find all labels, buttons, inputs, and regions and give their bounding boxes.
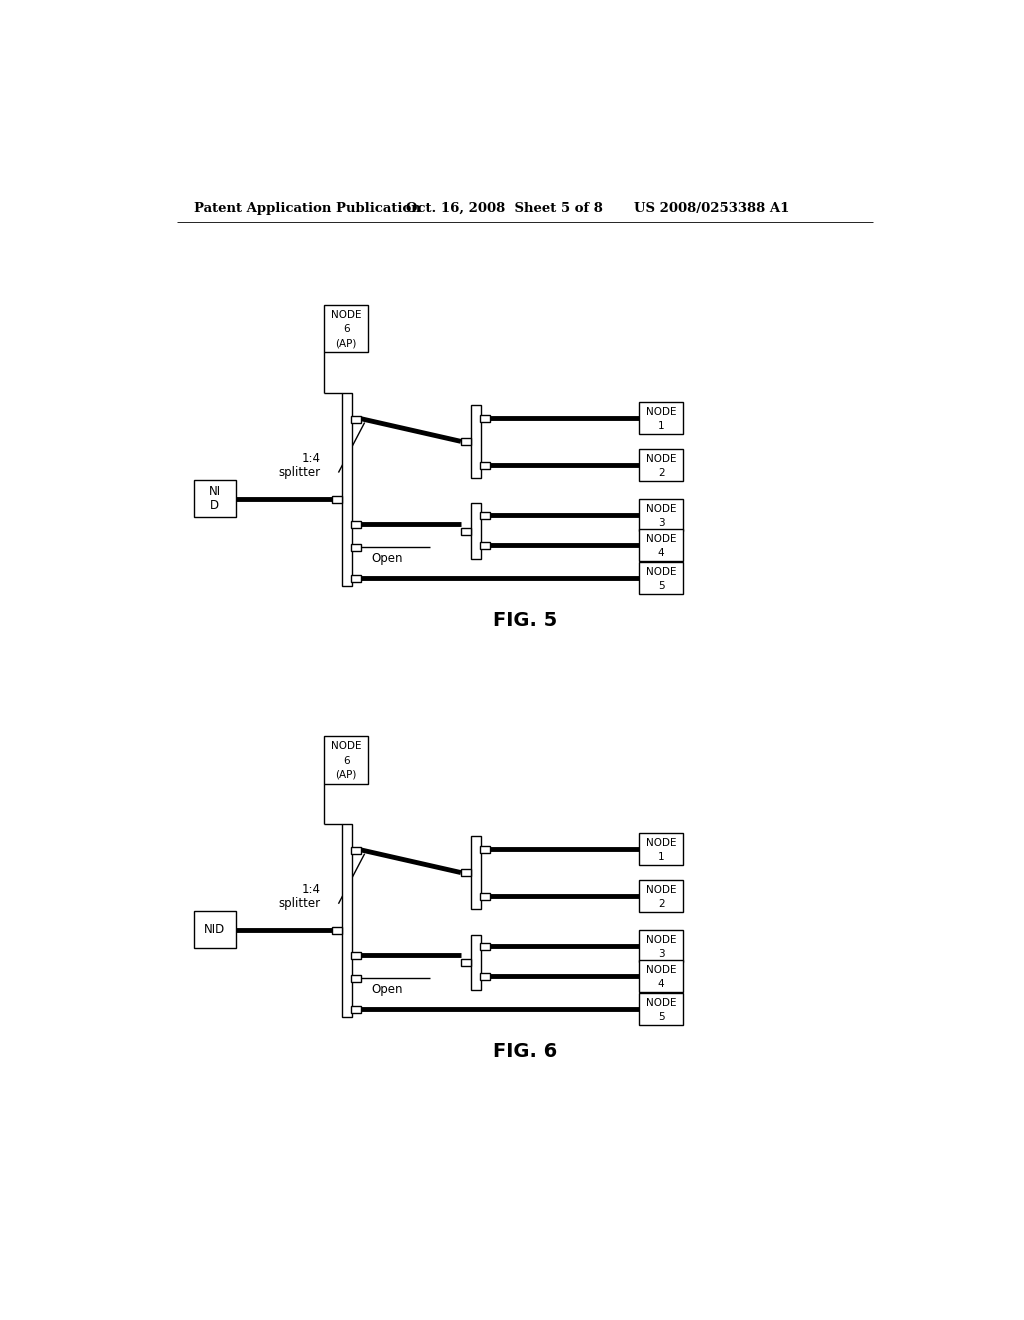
Text: 5: 5 <box>657 581 665 591</box>
Text: Patent Application Publication: Patent Application Publication <box>195 202 421 215</box>
Text: D: D <box>210 499 219 512</box>
Bar <box>639 449 683 480</box>
Bar <box>342 825 351 1016</box>
Bar <box>332 496 342 503</box>
Text: NODE: NODE <box>331 741 361 751</box>
Bar <box>461 528 471 535</box>
Text: FIG. 5: FIG. 5 <box>493 611 557 630</box>
Bar <box>480 512 490 519</box>
Text: 1:4: 1:4 <box>302 883 321 896</box>
Text: 5: 5 <box>657 1012 665 1022</box>
Bar <box>351 975 360 982</box>
Bar <box>471 935 481 990</box>
Bar <box>351 576 360 582</box>
Text: Open: Open <box>372 552 403 565</box>
Bar <box>480 543 490 549</box>
Text: 6: 6 <box>343 755 349 766</box>
Text: 2: 2 <box>657 467 665 478</box>
Text: splitter: splitter <box>279 898 321 911</box>
Text: NODE: NODE <box>646 407 676 417</box>
Text: NODE: NODE <box>646 935 676 945</box>
Bar <box>471 836 481 909</box>
Bar <box>639 833 683 866</box>
Text: 1: 1 <box>657 421 665 430</box>
Bar <box>639 529 683 561</box>
Bar <box>471 405 481 478</box>
Text: 1:4: 1:4 <box>302 453 321 465</box>
Text: 3: 3 <box>657 517 665 528</box>
Bar <box>639 499 683 531</box>
Bar <box>351 1006 360 1014</box>
Text: NODE: NODE <box>646 884 676 895</box>
Text: NI: NI <box>209 486 221 499</box>
Text: splitter: splitter <box>279 466 321 479</box>
Bar <box>639 401 683 434</box>
Bar <box>480 414 490 422</box>
Bar <box>194 480 237 517</box>
Text: 4: 4 <box>657 979 665 989</box>
Bar <box>351 544 360 552</box>
Bar <box>324 305 369 352</box>
Bar <box>639 562 683 594</box>
Bar <box>351 952 360 960</box>
Bar <box>639 960 683 993</box>
Bar <box>461 960 471 966</box>
Text: 4: 4 <box>657 548 665 557</box>
Text: (AP): (AP) <box>336 338 356 348</box>
Bar <box>480 462 490 469</box>
Text: NODE: NODE <box>646 504 676 513</box>
Text: NODE: NODE <box>331 310 361 319</box>
Text: NODE: NODE <box>646 965 676 975</box>
Bar <box>639 929 683 962</box>
Bar <box>351 521 360 528</box>
Bar <box>480 942 490 950</box>
Bar <box>461 438 471 445</box>
Bar <box>461 870 471 876</box>
Text: Open: Open <box>372 982 403 995</box>
Text: NODE: NODE <box>646 533 676 544</box>
Bar <box>471 503 481 558</box>
Bar <box>332 927 342 933</box>
Text: NODE: NODE <box>646 838 676 847</box>
Text: US 2008/0253388 A1: US 2008/0253388 A1 <box>634 202 790 215</box>
Text: NODE: NODE <box>646 454 676 463</box>
Text: 2: 2 <box>657 899 665 908</box>
Bar <box>639 993 683 1026</box>
Bar <box>194 911 237 948</box>
Text: (AP): (AP) <box>336 770 356 779</box>
Bar <box>324 737 369 784</box>
Bar <box>342 393 351 586</box>
Bar <box>480 846 490 853</box>
Text: 3: 3 <box>657 949 665 958</box>
Text: NODE: NODE <box>646 998 676 1008</box>
Text: 6: 6 <box>343 325 349 334</box>
Bar <box>480 973 490 979</box>
Bar <box>480 892 490 900</box>
Text: Oct. 16, 2008  Sheet 5 of 8: Oct. 16, 2008 Sheet 5 of 8 <box>407 202 603 215</box>
Text: FIG. 6: FIG. 6 <box>493 1041 557 1061</box>
Bar <box>351 416 360 422</box>
Text: NID: NID <box>204 924 225 936</box>
Bar <box>351 847 360 854</box>
Text: NODE: NODE <box>646 566 676 577</box>
Text: 1: 1 <box>657 851 665 862</box>
Bar <box>639 880 683 912</box>
